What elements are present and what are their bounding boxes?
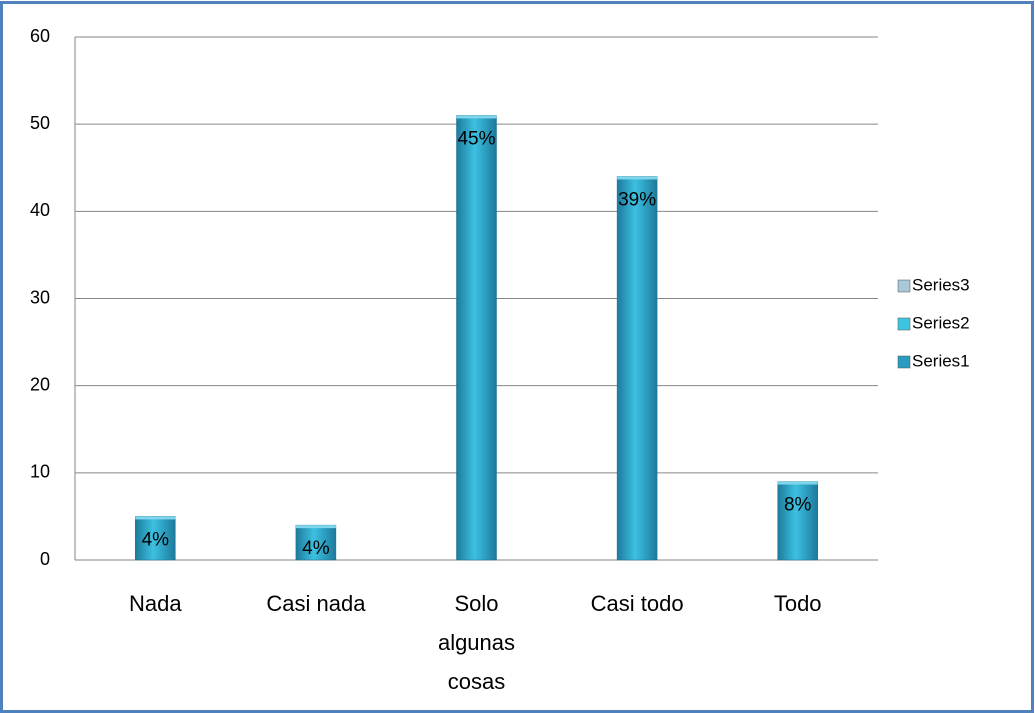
y-tick-label: 20 — [30, 374, 50, 394]
y-tick-label: 40 — [30, 200, 50, 220]
x-tick-label: Todo — [774, 591, 822, 616]
data-label: 39% — [618, 189, 656, 210]
bar — [135, 516, 176, 561]
bar-cap — [135, 516, 176, 520]
legend-label: Series1 — [912, 351, 970, 370]
y-tick-label: 60 — [30, 26, 50, 46]
bar — [777, 481, 818, 561]
bar — [456, 115, 497, 561]
y-tick-label: 50 — [30, 113, 50, 133]
legend-swatch — [897, 279, 911, 293]
data-label: 4% — [142, 529, 170, 550]
x-tick-label: Casi todo — [591, 591, 684, 616]
y-tick-label: 10 — [30, 462, 50, 482]
bar-cap — [295, 525, 336, 529]
data-label: 4% — [302, 538, 330, 559]
x-tick-label: Casi nada — [266, 591, 366, 616]
data-label: 8% — [784, 495, 812, 516]
legend-swatch — [897, 317, 911, 331]
bar — [616, 176, 658, 561]
bar-cap — [456, 115, 497, 119]
legend-swatch — [897, 355, 911, 369]
bar-cap — [617, 176, 658, 180]
x-tick-label: Solo algunas cosas — [438, 591, 515, 694]
x-tick-label: Nada — [129, 591, 182, 616]
legend-label: Series3 — [912, 275, 970, 294]
data-label: 45% — [457, 128, 495, 149]
legend-label: Series2 — [912, 313, 970, 332]
y-tick-label: 30 — [30, 287, 50, 307]
y-tick-label: 0 — [40, 549, 50, 569]
bar-cap — [777, 481, 818, 485]
